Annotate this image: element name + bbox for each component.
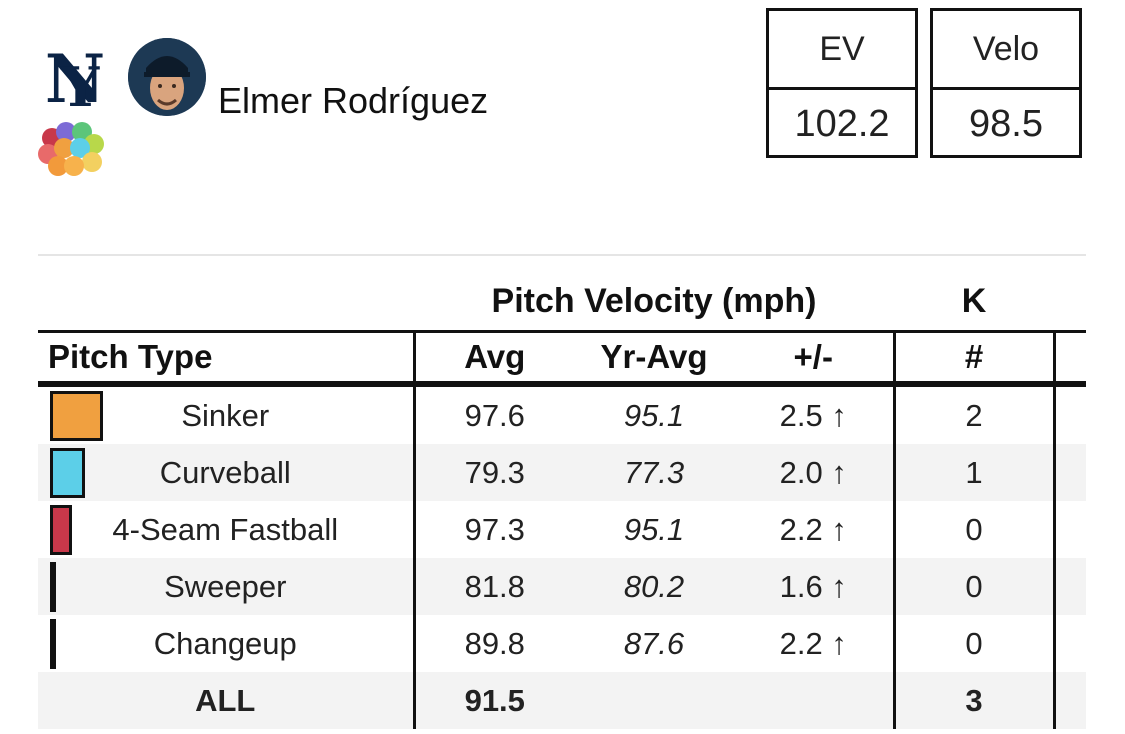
col-k-count: # — [892, 330, 1054, 387]
cut-cell — [1052, 558, 1086, 615]
total-avg: 91.5 — [412, 672, 574, 729]
yr-avg-cell: 95.1 — [623, 511, 685, 547]
ev-stat-box: EV 102.2 — [766, 8, 918, 158]
velo-label: Velo — [933, 11, 1079, 90]
yr-avg-cell: 77.3 — [574, 444, 734, 501]
pitch-table: Pitch Type Avg Yr-Avg +/- # Sinker 97.6 … — [38, 330, 1086, 729]
usage-swatch — [50, 618, 56, 669]
pitch-velocity-group-header: Pitch Velocity (mph) — [491, 282, 817, 320]
cut-cell — [1052, 501, 1086, 558]
section-divider — [38, 254, 1086, 256]
pitch-name: Curveball — [159, 454, 291, 490]
total-row: ALL 91.5 3 — [38, 672, 1086, 729]
table-row: Changeup 89.8 87.6 2.2 ↑ 0 — [38, 615, 1086, 672]
k-cell: 0 — [892, 615, 1054, 672]
pitch-name: Changeup — [153, 625, 297, 661]
cut-cell — [1052, 384, 1086, 444]
velo-value: 98.5 — [969, 102, 1043, 145]
avg-cell: 79.3 — [412, 444, 574, 501]
usage-swatch — [50, 390, 103, 441]
table-row: 4-Seam Fastball 97.3 95.1 2.2 ↑ 0 — [38, 501, 1086, 558]
col-diff: +/- — [734, 330, 894, 387]
k-cell: 0 — [892, 558, 1054, 615]
avg-cell: 97.3 — [412, 501, 574, 558]
total-label: ALL — [38, 672, 414, 729]
diff-cell: 1.6 ↑ — [734, 558, 894, 615]
total-diff — [734, 672, 894, 729]
diff-cell: 2.5 ↑ — [779, 397, 847, 433]
table-row: Curveball 79.3 77.3 2.0 ↑ 1 — [38, 444, 1086, 501]
cut-cell — [1052, 444, 1086, 501]
pitch-name: 4-Seam Fastball — [112, 511, 339, 547]
total-yr-avg — [574, 672, 734, 729]
table-header-row: Pitch Type Avg Yr-Avg +/- # — [38, 330, 1086, 387]
cut-cell — [1052, 615, 1086, 672]
pitch-name: Sweeper — [164, 568, 287, 604]
col-pitch-type: Pitch Type — [38, 330, 414, 387]
pitch-name: Sinker — [181, 397, 270, 433]
pitch-name-cell: Changeup — [38, 615, 414, 672]
col-avg: Avg — [412, 330, 574, 387]
pitch-name-cell: Sweeper — [38, 558, 414, 615]
k-cell: 2 — [892, 384, 1054, 444]
k-cell: 0 — [892, 501, 1054, 558]
pitch-name-cell: Curveball — [38, 444, 414, 501]
avg-cell: 89.8 — [412, 615, 574, 672]
yankees-logo-icon: N Y — [40, 38, 110, 119]
col-cut — [1052, 330, 1086, 387]
ev-label: EV — [769, 11, 915, 90]
avg-cell: 81.8 — [412, 558, 574, 615]
usage-swatch — [50, 504, 72, 555]
total-cut — [1052, 672, 1086, 729]
diff-cell: 2.2 ↑ — [779, 511, 847, 547]
player-name: Elmer Rodríguez — [218, 80, 489, 121]
yr-avg-cell: 95.1 — [623, 397, 685, 433]
col-yr-avg: Yr-Avg — [574, 330, 734, 387]
diff-cell: 2.0 ↑ — [734, 444, 894, 501]
svg-text:N: N — [45, 40, 105, 116]
avg-cell: 97.6 — [412, 384, 574, 444]
k-group-header: K — [961, 282, 987, 320]
total-k: 3 — [892, 672, 1054, 729]
ev-value: 102.2 — [794, 102, 890, 145]
velo-stat-box: Velo 98.5 — [930, 8, 1082, 158]
yr-avg-cell: 80.2 — [574, 558, 734, 615]
table-row: Sweeper 81.8 80.2 1.6 ↑ 0 — [38, 558, 1086, 615]
pitch-mix-dots-icon — [38, 122, 104, 182]
svg-text:Y: Y — [60, 55, 101, 116]
usage-swatch — [50, 561, 56, 612]
pitch-name-cell: Sinker — [38, 384, 414, 444]
pitch-name-cell: 4-Seam Fastball — [38, 501, 414, 558]
player-headshot-icon — [128, 38, 206, 116]
usage-swatch — [50, 447, 85, 498]
diff-cell: 2.2 ↑ — [779, 625, 847, 661]
k-cell: 1 — [892, 444, 1054, 501]
yr-avg-cell: 87.6 — [623, 625, 685, 661]
table-row: Sinker 97.6 95.1 2.5 ↑ 2 — [38, 384, 1086, 444]
